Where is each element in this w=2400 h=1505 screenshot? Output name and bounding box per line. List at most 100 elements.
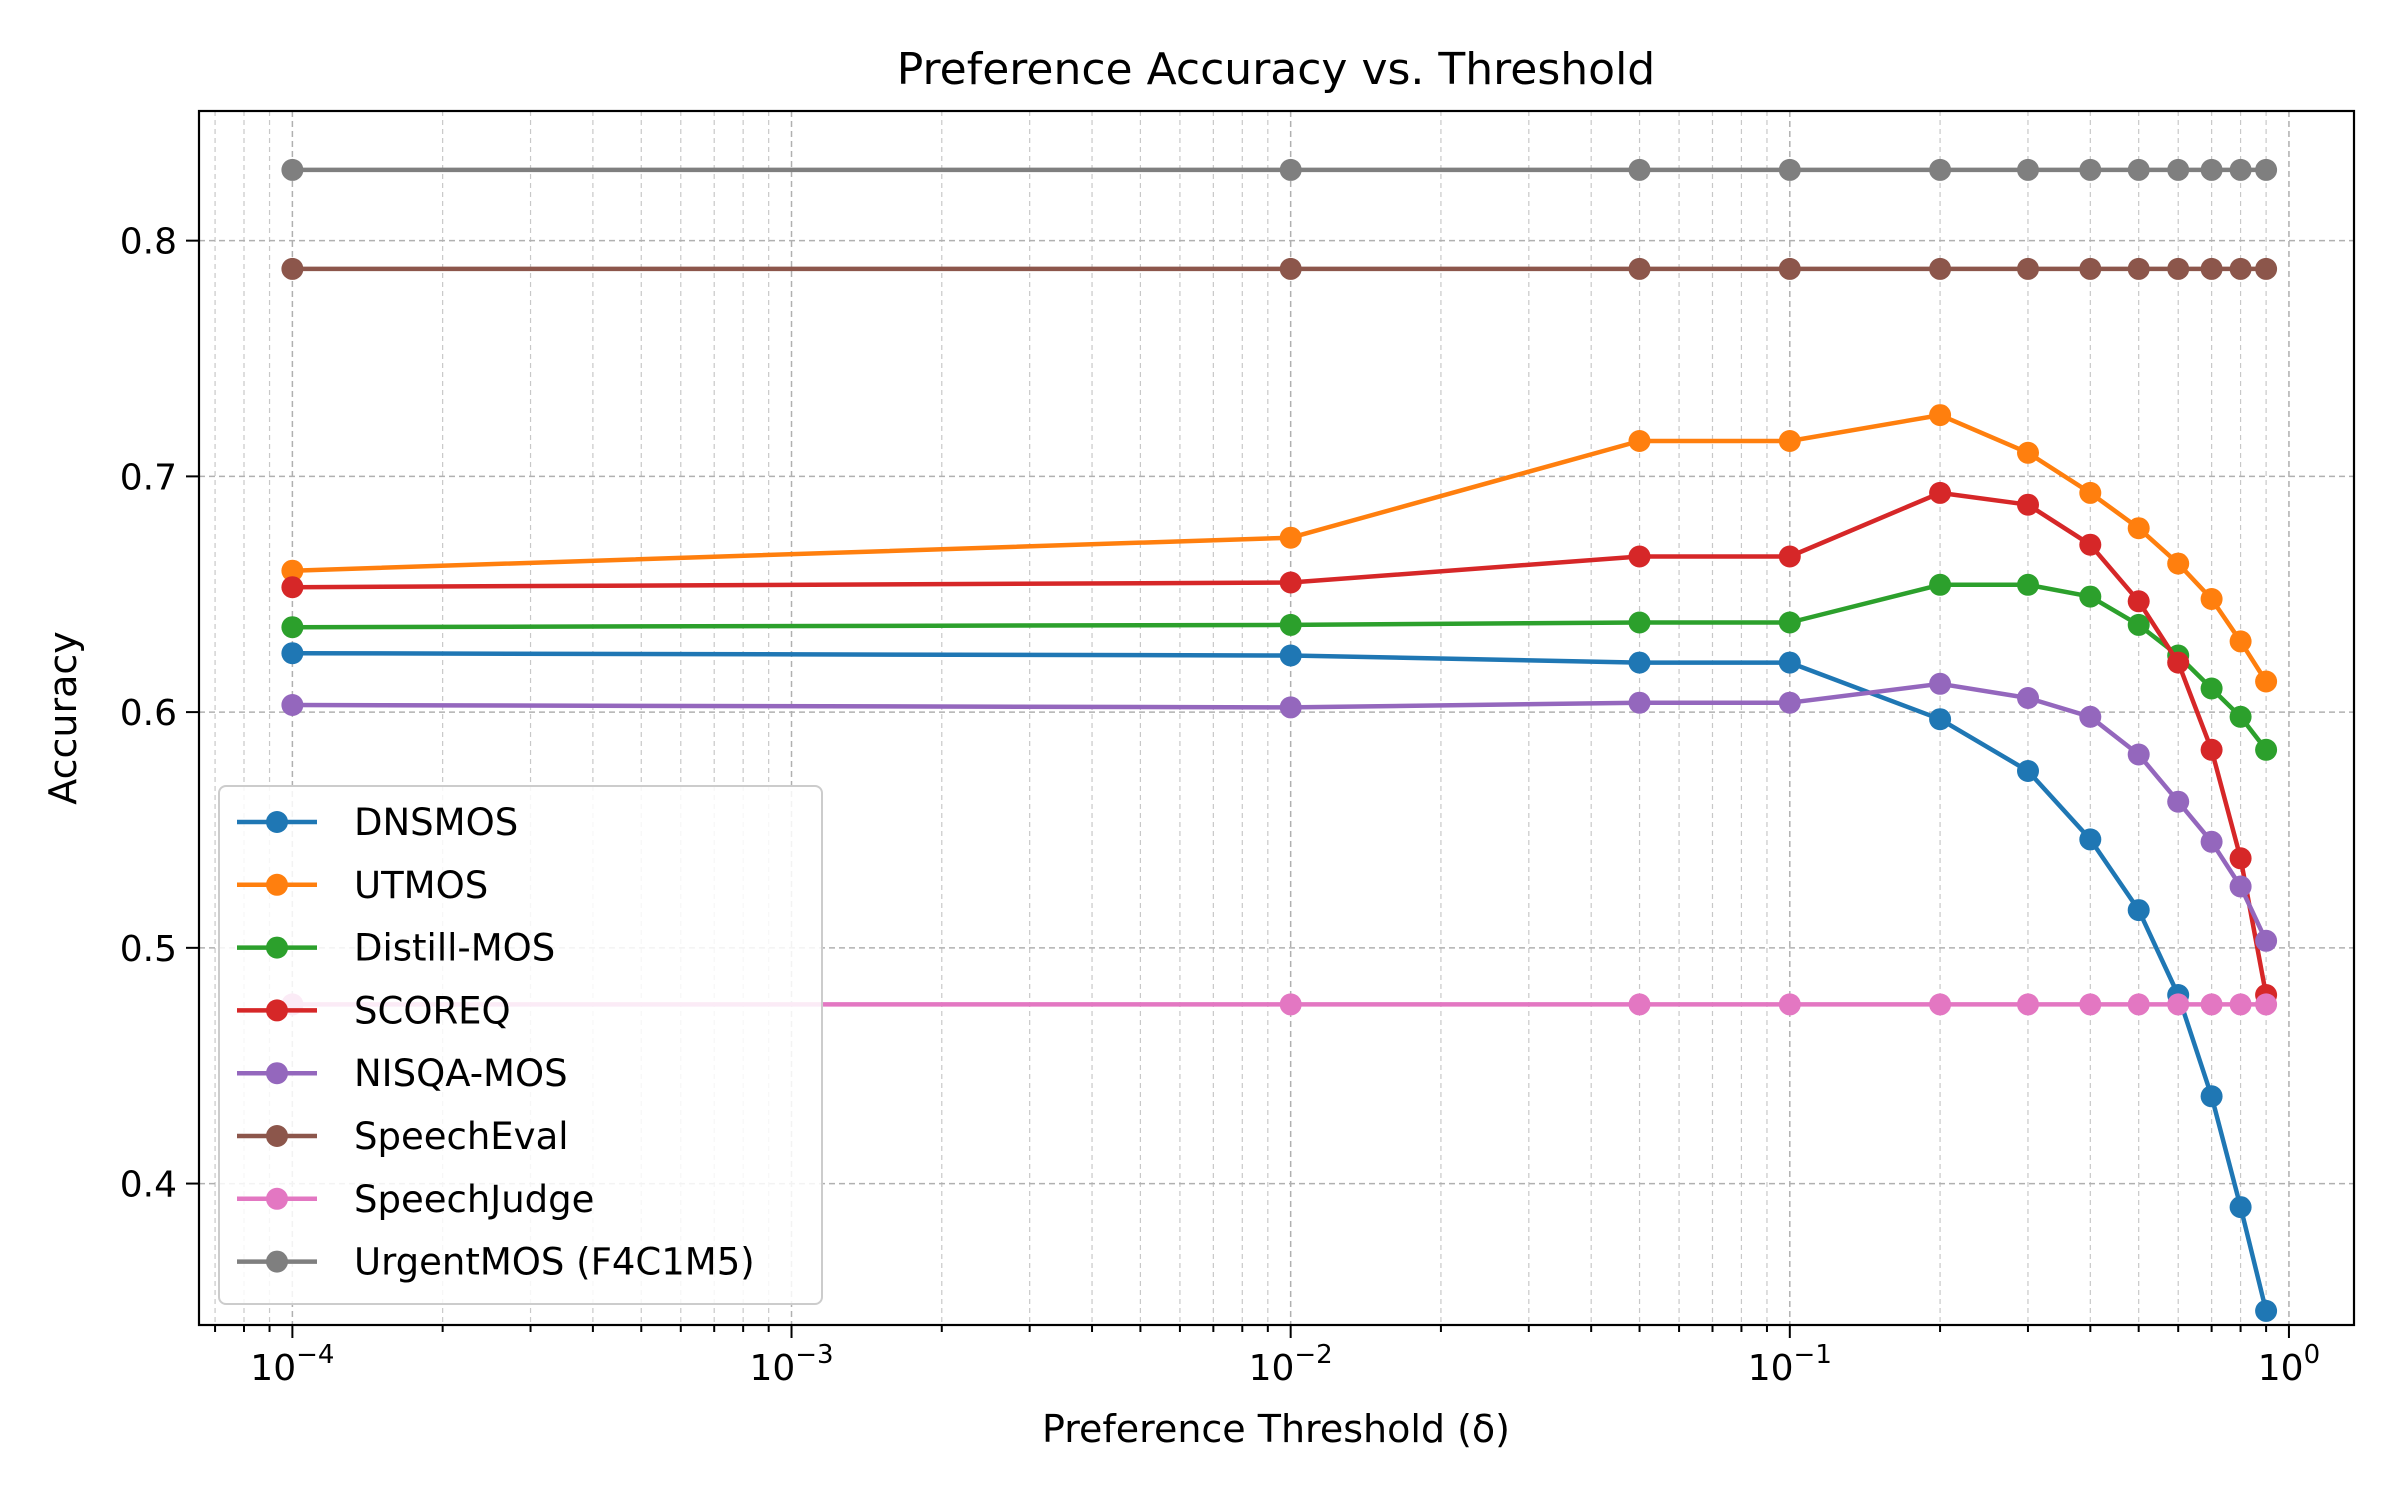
data-point <box>1929 708 1952 731</box>
series-speecheval <box>281 257 2278 280</box>
data-point <box>2200 677 2223 700</box>
data-point <box>1929 481 1952 504</box>
legend-label: NISQA-MOS <box>354 1052 568 1095</box>
data-point <box>2255 1299 2278 1322</box>
data-point <box>1929 257 1952 280</box>
data-point <box>1628 691 1651 714</box>
data-point <box>2017 257 2039 280</box>
data-point <box>2079 585 2102 608</box>
data-point <box>1279 613 1302 636</box>
y-tick-label: 0.4 <box>120 1165 177 1206</box>
data-point <box>281 616 304 639</box>
y-tick-label: 0.5 <box>120 929 177 970</box>
data-point <box>281 158 304 181</box>
data-point <box>2255 993 2278 1016</box>
legend-marker <box>266 1125 288 1147</box>
data-point <box>2200 1085 2223 1108</box>
data-point <box>1628 257 1651 280</box>
legend-item: UrgentMOS (F4C1M5) <box>237 1241 755 1284</box>
data-point <box>2079 158 2102 181</box>
data-point <box>2255 257 2278 280</box>
data-point <box>1778 691 1801 714</box>
data-point <box>2200 830 2223 853</box>
data-point <box>2079 828 2102 851</box>
data-point <box>2017 687 2039 709</box>
data-point <box>2127 743 2150 766</box>
series-line <box>292 490 2269 996</box>
data-point <box>1628 611 1651 634</box>
data-point <box>2229 257 2252 280</box>
data-point <box>2079 993 2102 1016</box>
data-point <box>281 559 304 582</box>
data-point <box>1778 257 1801 280</box>
legend-marker <box>266 873 288 896</box>
data-point <box>1279 257 1302 280</box>
x-tick-label: 10−1 <box>1748 1340 1832 1389</box>
data-point <box>2017 760 2039 782</box>
legend-item: DNSMOS <box>237 801 518 844</box>
data-point <box>2200 738 2223 761</box>
legend-marker <box>266 811 288 833</box>
data-point <box>2229 875 2252 898</box>
legend-item: SCOREQ <box>237 989 511 1032</box>
data-point <box>2167 993 2190 1016</box>
legend: DNSMOS UTMOS Distill-MOS SCOREQ NISQA-MOS Spe… <box>218 785 823 1305</box>
data-point <box>2127 993 2150 1016</box>
data-point <box>2127 158 2150 181</box>
data-point <box>1778 158 1801 181</box>
data-point <box>2229 705 2252 728</box>
legend-marker <box>266 936 288 959</box>
data-point <box>2229 993 2252 1016</box>
legend-box <box>218 785 823 1305</box>
data-point <box>281 642 304 665</box>
data-point <box>2079 705 2102 728</box>
grid-layer <box>199 111 2354 1325</box>
data-point <box>1279 644 1302 667</box>
legend-item: SpeechJudge <box>237 1178 594 1221</box>
data-point <box>2127 613 2150 636</box>
data-point <box>2127 590 2150 613</box>
data-point <box>1778 430 1801 452</box>
data-point <box>1279 993 1302 1016</box>
data-point <box>2200 588 2223 610</box>
data-point <box>2229 630 2252 653</box>
chart-title: Preference Accuracy vs. Threshold <box>897 44 1655 95</box>
data-point <box>2017 158 2039 181</box>
series-layer <box>281 158 2278 1322</box>
series-line <box>292 650 2269 1312</box>
data-point <box>2127 899 2150 922</box>
legend-label: DNSMOS <box>354 801 518 844</box>
legend-label: UrgentMOS (F4C1M5) <box>354 1241 755 1284</box>
tick-layer: 10−4 10−3 10−2 10−1 100 0.4 0.5 0.6 0.7 0.8 <box>120 222 2320 1389</box>
data-point <box>2079 257 2102 280</box>
data-point <box>2229 1196 2252 1219</box>
legend-label: Distill-MOS <box>354 927 555 970</box>
data-point <box>2079 533 2102 556</box>
data-point <box>2200 257 2223 280</box>
data-point <box>1628 545 1651 568</box>
data-point <box>1279 571 1302 594</box>
series-dnsmos <box>281 642 2278 1322</box>
legend-marker <box>266 1250 288 1273</box>
axes-frame <box>197 109 2356 1327</box>
data-point <box>2017 993 2039 1016</box>
data-point <box>1929 993 1952 1016</box>
data-point <box>1778 611 1801 634</box>
legend-label: SCOREQ <box>354 989 511 1032</box>
legend-item: Distill-MOS <box>237 927 555 970</box>
x-tick-label: 100 <box>2258 1340 2320 1389</box>
data-point <box>1628 158 1651 181</box>
legend-item: UTMOS <box>237 864 488 907</box>
data-point <box>1279 696 1302 719</box>
data-point <box>1628 430 1651 452</box>
legend-item: SpeechEval <box>237 1115 569 1158</box>
series-distill-mos <box>281 573 2278 761</box>
data-point <box>2255 929 2278 952</box>
data-point <box>1778 993 1801 1016</box>
series-utmos <box>281 404 2278 693</box>
x-tick-label: 10−4 <box>250 1340 334 1389</box>
series-speechjudge <box>281 993 2278 1016</box>
data-point <box>2255 670 2278 693</box>
data-point <box>2167 651 2190 674</box>
